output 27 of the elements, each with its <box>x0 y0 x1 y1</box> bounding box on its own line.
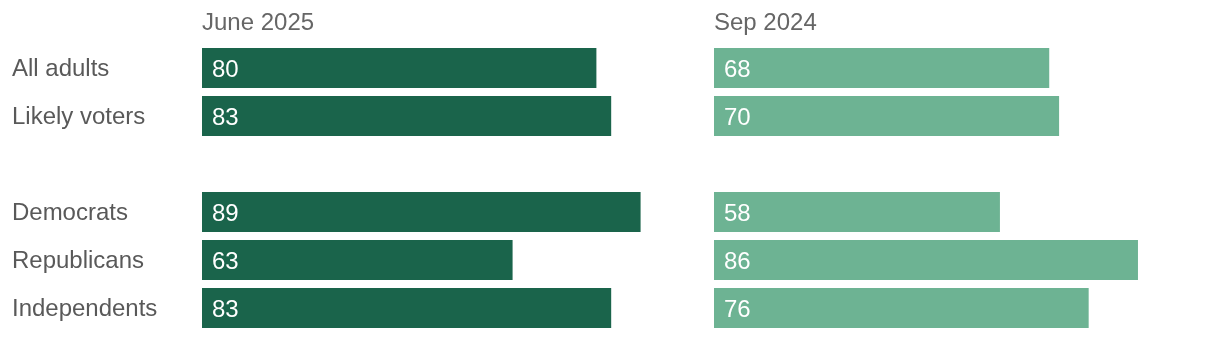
bar <box>714 192 1000 232</box>
data-label: 76 <box>724 294 751 322</box>
bar <box>202 192 641 232</box>
data-label: 89 <box>212 198 239 226</box>
chart-title: June 2025 <box>202 8 315 36</box>
y-tick-label: Republicans <box>12 246 144 273</box>
bar <box>714 288 1089 328</box>
y-tick-label: Democrats <box>12 198 128 225</box>
bar <box>714 240 1138 280</box>
data-label: 83 <box>212 294 239 322</box>
data-label: 70 <box>724 102 751 130</box>
data-label: 86 <box>724 246 751 274</box>
bar <box>714 96 1060 136</box>
bar <box>202 48 597 88</box>
bar <box>714 48 1050 88</box>
y-tick-label: Likely voters <box>12 102 146 129</box>
bar <box>202 240 513 280</box>
data-label: 68 <box>724 54 751 82</box>
chart-title: Sep 2024 <box>714 8 817 36</box>
bar <box>202 288 612 328</box>
data-label: 83 <box>212 102 239 130</box>
bar <box>202 96 612 136</box>
y-tick-label: All adults <box>12 54 110 81</box>
data-label: 80 <box>212 54 239 82</box>
data-label: 63 <box>212 246 239 274</box>
y-tick-label: Independents <box>12 294 158 321</box>
data-label: 58 <box>724 198 751 226</box>
